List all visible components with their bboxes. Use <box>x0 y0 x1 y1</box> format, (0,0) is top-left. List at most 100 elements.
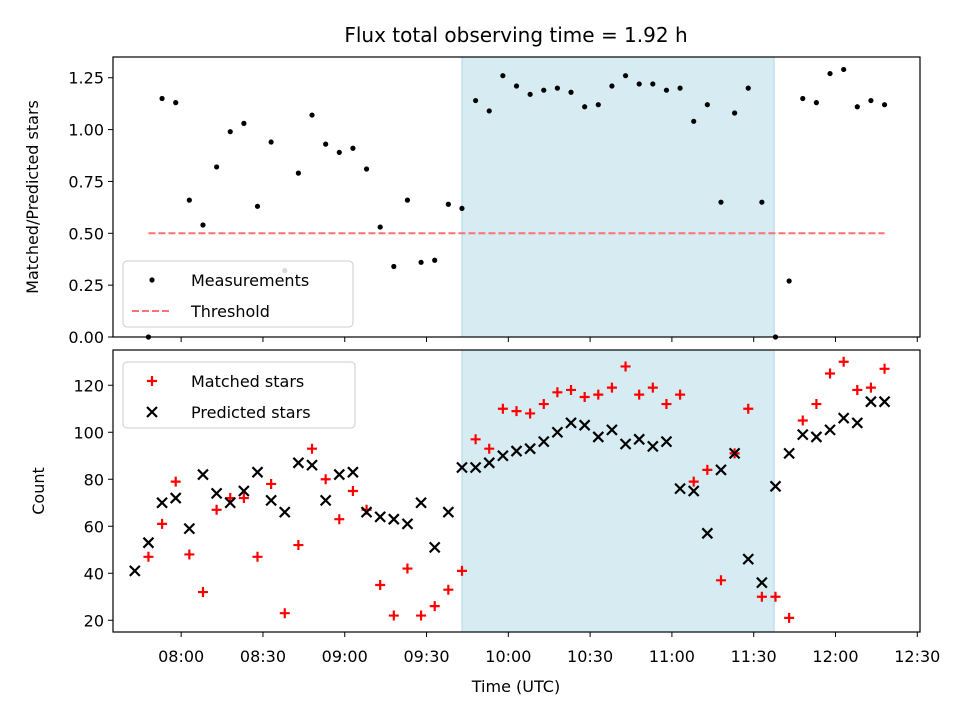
y-tick-label: 100 <box>73 423 104 442</box>
matched-point <box>334 514 345 525</box>
matched-point <box>743 403 754 414</box>
measurement-point <box>173 100 179 106</box>
count-panel: 20 40 60 80 100 120 08:00 08:30 09:00 09:30 10:00 1… <box>29 349 940 666</box>
predicted-point <box>565 417 577 429</box>
x-axis-label: Time (UTC) <box>471 677 560 696</box>
x-tick-label: 09:00 <box>322 647 368 666</box>
predicted-point <box>469 461 482 474</box>
predicted-point <box>306 459 318 471</box>
predicted-point <box>169 492 182 504</box>
matched-point <box>538 399 549 410</box>
predicted-point <box>510 445 523 457</box>
predicted-point <box>619 438 632 450</box>
y-tick-label: 0.00 <box>68 328 104 347</box>
measurement-point <box>486 108 492 114</box>
predicted-point <box>647 440 659 453</box>
measurement-point <box>841 66 847 73</box>
predicted-point <box>796 428 809 441</box>
predicted-point <box>197 468 209 481</box>
legend: Matched stars Predicted stars <box>122 361 356 429</box>
measurement-point <box>718 199 724 205</box>
measurement-point <box>459 205 465 212</box>
matched-point <box>157 518 168 529</box>
matched-point <box>443 584 454 595</box>
matched-point <box>320 474 331 485</box>
predicted-point <box>415 496 427 509</box>
x-tick-label: 11:00 <box>649 647 695 666</box>
y-tick-label: 0.25 <box>68 276 104 295</box>
measurement-point <box>513 83 520 89</box>
predicted-point <box>347 466 359 478</box>
axes-frame <box>112 56 921 338</box>
measurement-point <box>786 278 792 284</box>
matched-point <box>484 443 495 454</box>
y-tick-label: 80 <box>84 470 104 489</box>
predicted-point <box>456 461 468 474</box>
measurement-point <box>391 263 397 270</box>
predicted-point <box>551 426 564 439</box>
axes-frame <box>112 349 921 633</box>
matched-point <box>252 551 263 562</box>
matched-point <box>797 415 808 426</box>
predicted-point <box>674 482 686 495</box>
y-tick-label: 0.75 <box>68 172 104 191</box>
measurement-point <box>732 110 738 116</box>
matched-point <box>838 356 849 367</box>
measurement-point <box>691 118 697 124</box>
predicted-point <box>701 527 714 540</box>
y-tick-label: 1.25 <box>68 69 104 88</box>
matched-point <box>852 384 863 395</box>
predicted-point <box>742 553 755 565</box>
measurement-point <box>377 224 383 230</box>
measurement-point <box>241 120 247 126</box>
measurement-point <box>268 139 274 145</box>
predicted-point <box>374 511 386 523</box>
predicted-point <box>442 506 455 518</box>
predicted-point <box>292 457 305 469</box>
measurement-point <box>309 112 315 118</box>
measurement-point <box>759 199 765 205</box>
matched-point <box>784 612 795 623</box>
measurement-point <box>595 102 601 108</box>
measurement-point <box>854 104 860 110</box>
matched-point <box>211 504 222 515</box>
predicted-point <box>483 457 496 469</box>
measurement-point <box>350 145 356 151</box>
measurement-point <box>432 257 438 263</box>
x-tick-label: 08:30 <box>240 647 286 666</box>
measurement-point <box>254 203 261 209</box>
matched-point <box>470 434 481 445</box>
matched-point <box>170 476 181 487</box>
predicted-point <box>183 522 196 535</box>
predicted-point <box>769 480 782 493</box>
matched-point <box>388 610 399 621</box>
measurement-point <box>541 87 547 93</box>
matched-point <box>647 382 658 393</box>
matched-point <box>593 389 604 400</box>
matched-point <box>197 587 208 598</box>
matched-point <box>293 540 304 551</box>
matched-point <box>620 361 631 372</box>
measurement-point <box>336 149 342 156</box>
legend-label: Measurements <box>191 271 309 290</box>
x-tick-label: 10:00 <box>485 647 531 666</box>
measurement-point <box>813 100 819 106</box>
chart-title: Flux total observing time = 1.92 h <box>344 23 687 47</box>
x-tick-label: 12:30 <box>894 647 940 666</box>
predicted-point <box>497 449 509 462</box>
predicted-point <box>224 496 237 509</box>
measurement-point <box>609 83 615 89</box>
legend-label: Threshold <box>190 302 270 321</box>
predicted-point <box>156 496 168 509</box>
predicted-point <box>210 487 223 500</box>
measurement-point <box>827 70 833 77</box>
measurement-point <box>363 166 370 172</box>
matched-point <box>375 580 386 590</box>
legend-matched-marker <box>147 376 157 386</box>
x-tick-label: 10:30 <box>567 647 613 666</box>
ratio-panel: 0.00 0.25 0.50 0.75 1.00 1.25 Matched/Predicte… <box>23 56 921 347</box>
x-tick-label: 12:00 <box>812 647 858 666</box>
predicted-point <box>824 424 836 436</box>
series-matched-stars <box>143 356 890 623</box>
